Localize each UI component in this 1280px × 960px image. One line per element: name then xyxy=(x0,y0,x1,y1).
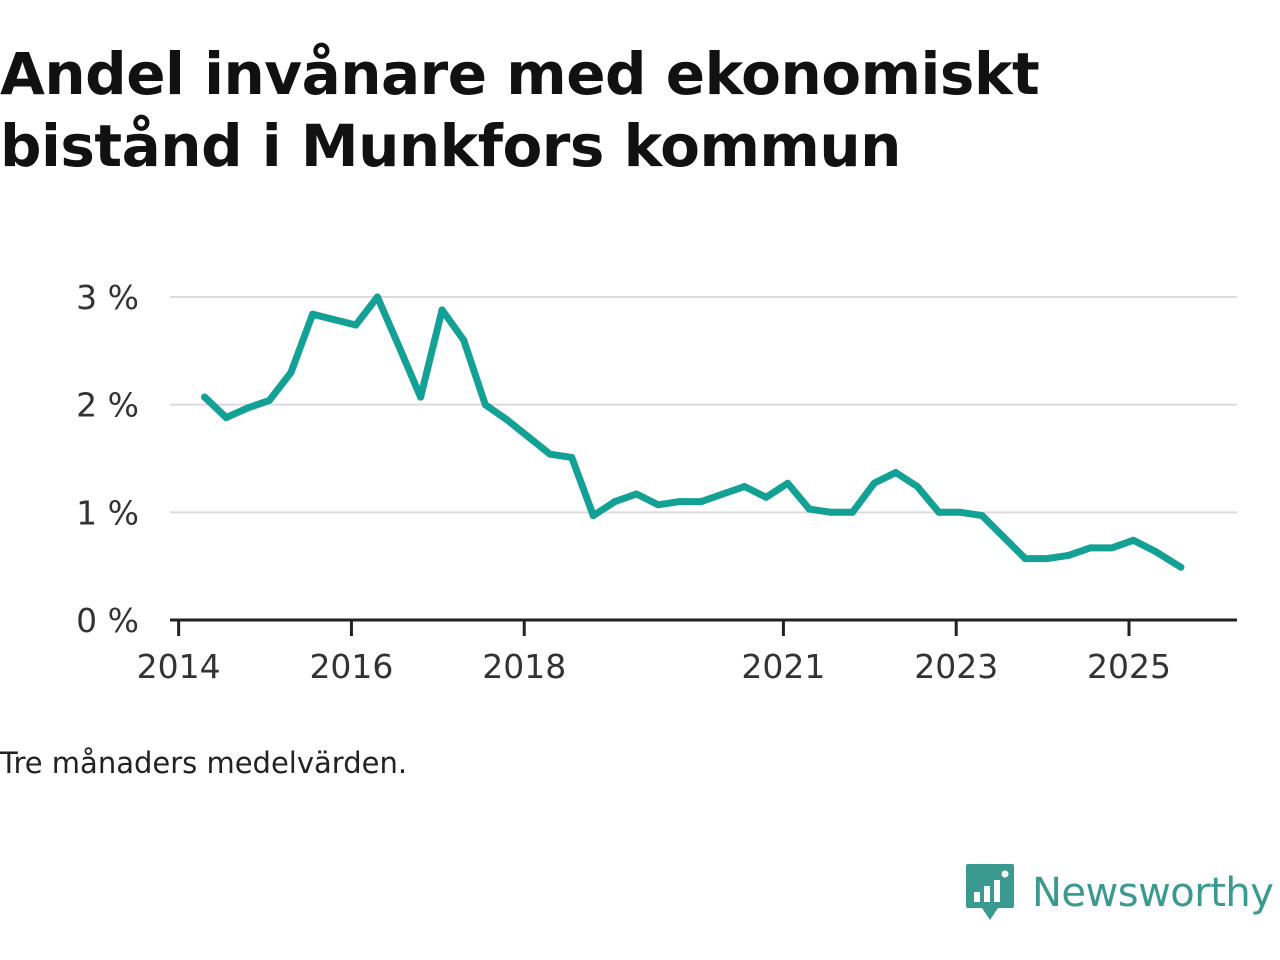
data-point xyxy=(222,414,230,422)
data-point xyxy=(568,453,576,461)
data-point xyxy=(913,483,921,490)
data-point xyxy=(460,336,468,344)
x-tick-label: 2023 xyxy=(914,647,998,686)
brand-logo: Newsworthy xyxy=(964,862,1274,924)
data-point xyxy=(395,343,403,350)
y-tick-label: 2 % xyxy=(76,386,139,425)
data-point xyxy=(1129,536,1137,544)
x-ticks xyxy=(177,620,1131,636)
data-point xyxy=(1177,563,1185,571)
newsworthy-logo-icon xyxy=(966,864,1014,920)
data-point xyxy=(957,508,964,516)
data-point xyxy=(611,498,619,506)
data-point xyxy=(438,306,446,314)
data-point xyxy=(978,512,986,520)
x-tick-label: 2016 xyxy=(309,647,393,686)
line-chart: 0 % 1 % 2 % 3 % 2014 2016 2018 2021 2023 2025 xyxy=(76,278,1237,686)
data-point xyxy=(287,368,295,376)
data-point xyxy=(654,501,662,509)
data-point xyxy=(330,316,338,324)
data-point xyxy=(309,310,317,318)
data-point xyxy=(805,505,813,513)
data-point xyxy=(1000,533,1008,541)
y-tick-label: 3 % xyxy=(76,278,139,317)
data-series-line xyxy=(201,293,1185,571)
data-point xyxy=(784,479,792,487)
data-point xyxy=(697,498,705,506)
x-tick-labels: 2014 2016 2018 2021 2023 2025 xyxy=(137,647,1171,686)
data-point xyxy=(1086,544,1094,552)
data-point xyxy=(719,490,727,498)
data-point xyxy=(373,293,381,301)
data-point xyxy=(201,393,209,401)
data-point xyxy=(525,433,532,441)
data-point xyxy=(1021,555,1029,563)
data-points xyxy=(201,293,1185,571)
x-tick-label: 2014 xyxy=(137,647,221,686)
y-tick-label: 1 % xyxy=(76,493,139,532)
data-point xyxy=(676,498,684,506)
x-tick-label: 2025 xyxy=(1087,647,1171,686)
y-gridlines xyxy=(170,296,1237,514)
data-point xyxy=(589,512,597,520)
data-point xyxy=(546,450,554,458)
y-tick-label: 0 % xyxy=(76,601,139,640)
data-point xyxy=(870,479,878,487)
data-point xyxy=(762,493,770,501)
x-tick-label: 2018 xyxy=(482,647,566,686)
data-point xyxy=(849,508,856,516)
data-point xyxy=(417,393,425,401)
y-tick-labels: 0 % 1 % 2 % 3 % xyxy=(76,278,139,640)
brand-name: Newsworthy xyxy=(1032,870,1274,916)
data-point xyxy=(633,490,640,498)
x-tick-label: 2021 xyxy=(741,647,825,686)
data-point xyxy=(244,404,252,412)
chart-title: Andel invånare med ekonomiskt bistånd i … xyxy=(0,40,1040,180)
data-point xyxy=(1108,544,1116,552)
data-point xyxy=(1043,555,1051,563)
data-point xyxy=(892,469,900,476)
data-point xyxy=(265,396,273,404)
data-point xyxy=(352,321,360,329)
data-point xyxy=(1151,547,1159,555)
data-point xyxy=(1065,551,1072,559)
data-point xyxy=(503,416,511,424)
data-point xyxy=(827,508,835,516)
data-point xyxy=(741,483,748,490)
data-point xyxy=(935,508,943,516)
footnote: Tre månaders medelvärden. xyxy=(0,746,408,780)
data-point xyxy=(481,401,489,409)
